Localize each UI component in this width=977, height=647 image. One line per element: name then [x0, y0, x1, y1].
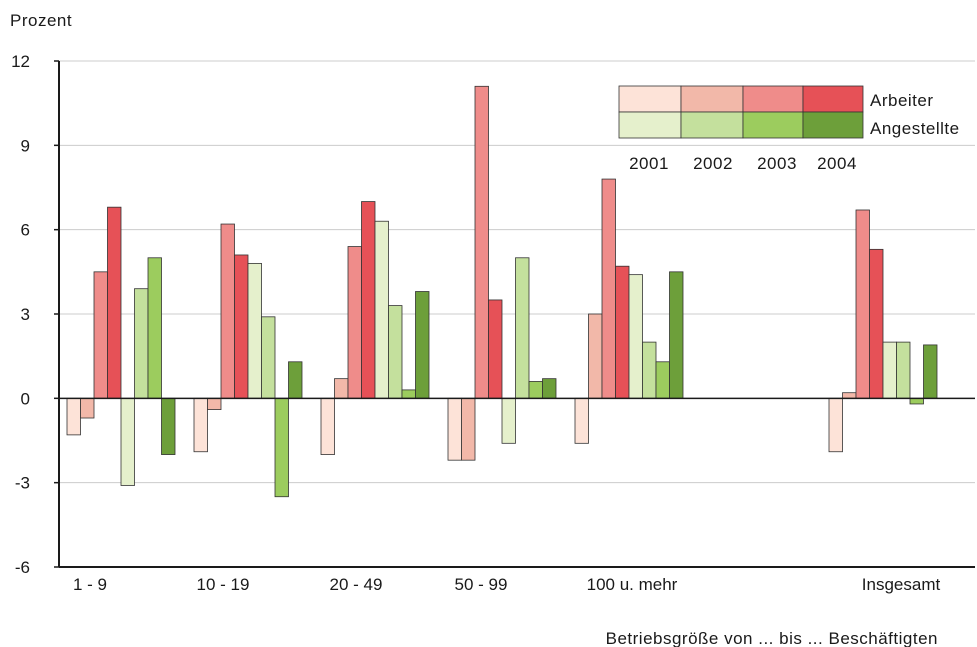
bar: [347, 246, 362, 399]
y-tick-label: 0: [21, 389, 30, 408]
bar: [488, 299, 503, 399]
bar: [161, 397, 176, 455]
bar: [642, 341, 657, 399]
legend-year-2001: 2001: [629, 154, 669, 173]
bar: [401, 389, 416, 399]
legend-swatch-angestellte: [618, 111, 682, 139]
bar: [669, 271, 684, 399]
bars: [66, 85, 938, 498]
legend-year-2004: 2004: [817, 154, 857, 173]
y-tick-label: 12: [11, 52, 30, 71]
bar: [896, 341, 911, 399]
y-tick-label: 6: [21, 221, 30, 240]
bar: [869, 248, 884, 399]
bar: [474, 85, 489, 399]
legend-year-2002: 2002: [693, 154, 733, 173]
bar: [247, 262, 262, 399]
x-tick-label: 20 - 49: [330, 575, 383, 594]
bar: [574, 397, 589, 444]
legend: Arbeiter Angestellte 2001 2002 2003 2004: [618, 85, 960, 173]
bar: [615, 265, 630, 399]
legend-label-arbeiter: Arbeiter: [870, 91, 934, 110]
x-tick-label: 100 u. mehr: [587, 575, 678, 594]
bar: [447, 397, 462, 461]
bar: [93, 271, 108, 399]
bar: [320, 397, 335, 455]
bar: [528, 381, 543, 399]
bar: [655, 361, 670, 399]
bar: [909, 397, 924, 405]
legend-swatch-angestellte: [802, 111, 864, 139]
bar: [80, 397, 95, 419]
axes: 12 9 6 3 0 -3 -6 1 - 9 10 - 19 20 - 49 50 - 99 100 …: [11, 52, 975, 594]
legend-swatch-arbeiter: [802, 85, 864, 113]
bar: [855, 209, 870, 399]
bar: [415, 291, 430, 399]
y-tick-label: 9: [21, 136, 30, 155]
bar: [588, 313, 603, 399]
y-tick-label: 3: [21, 305, 30, 324]
bar: [334, 378, 349, 399]
legend-swatch-arbeiter: [618, 85, 682, 113]
bar: [601, 178, 616, 399]
y-tick-label: -6: [15, 558, 30, 577]
bar: [501, 397, 516, 444]
y-tick-label: -3: [15, 474, 30, 493]
bar: [207, 397, 222, 410]
bar: [388, 305, 403, 399]
gridlines: [59, 60, 975, 484]
legend-swatch-angestellte: [680, 111, 744, 139]
bar: [274, 397, 289, 498]
bar: [882, 341, 897, 399]
bar: [193, 397, 208, 453]
legend-label-angestellte: Angestellte: [870, 119, 960, 138]
bar: [515, 257, 530, 399]
bar: [923, 344, 938, 399]
bar: [288, 361, 303, 399]
bar: [374, 220, 389, 399]
bar: [361, 201, 376, 399]
bar: [107, 206, 122, 399]
bar: [828, 397, 843, 453]
bar: [461, 397, 476, 461]
x-tick-label: 1 - 9: [73, 575, 107, 594]
legend-year-2003: 2003: [757, 154, 797, 173]
x-tick-label: Insgesamt: [862, 575, 941, 594]
x-tick-label: 50 - 99: [455, 575, 508, 594]
bar: [120, 397, 135, 486]
bar: [542, 378, 557, 399]
bar: [628, 274, 643, 399]
bar: [147, 257, 162, 399]
y-axis-label: Prozent: [10, 11, 72, 30]
x-axis-label: Betriebsgröße von ... bis ... Beschäftig…: [606, 629, 938, 647]
bar: [220, 223, 235, 399]
legend-swatch-arbeiter: [742, 85, 804, 113]
x-tick-label: 10 - 19: [197, 575, 250, 594]
bar: [134, 288, 149, 399]
bar: [261, 316, 276, 399]
bar: [234, 254, 249, 399]
legend-swatch-angestellte: [742, 111, 804, 139]
bar: [842, 392, 857, 399]
bar: [66, 397, 81, 436]
legend-swatch-arbeiter: [680, 85, 744, 113]
